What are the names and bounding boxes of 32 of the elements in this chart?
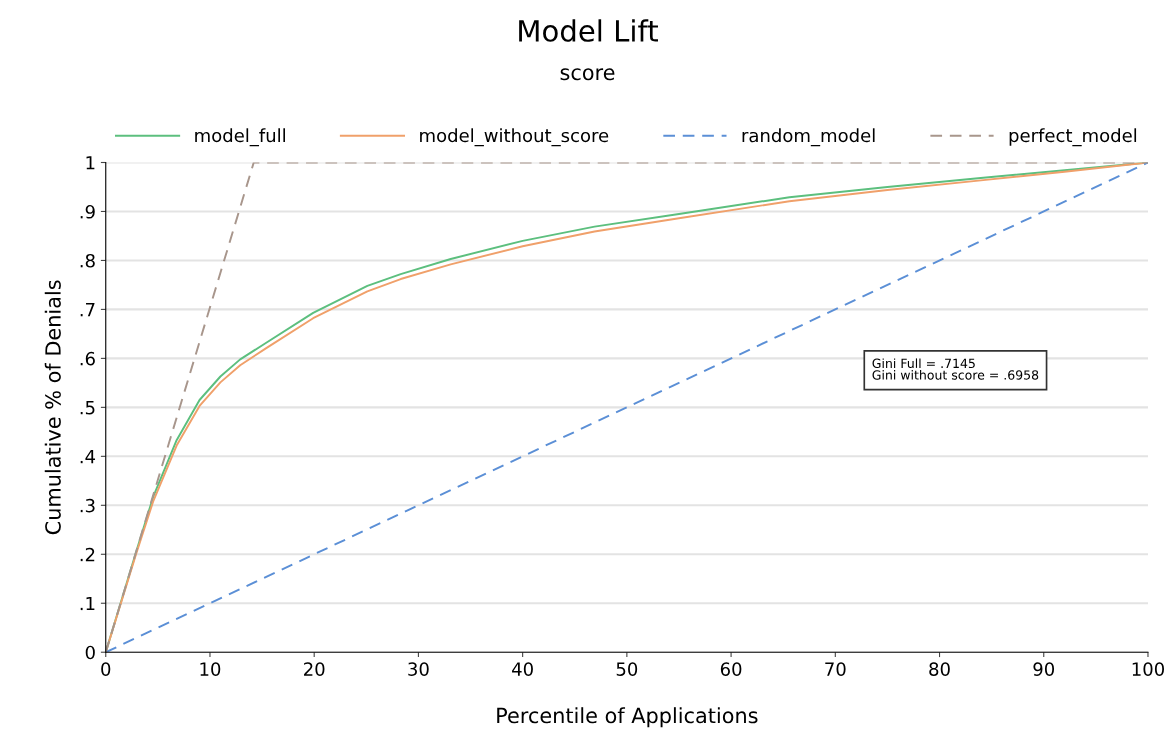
legend-label: model_without_score	[420, 128, 609, 147]
y-tick-label: 1	[86, 156, 95, 170]
y-tick-label: .9	[80, 204, 95, 219]
x-tick-label: 20	[304, 662, 325, 676]
x-tick-label: 60	[720, 662, 742, 676]
annotation: Gini Full = .7145 Gini without score = .6958	[872, 358, 1039, 380]
y-tick-label: 0	[85, 645, 95, 660]
x-tick-label: 70	[825, 662, 846, 676]
y-tick-label: .8	[80, 253, 95, 268]
y-tick-label: .2	[80, 547, 95, 562]
x-tick-label: 90	[1033, 662, 1055, 676]
y-tick-label: .5	[80, 401, 95, 415]
x-tick-label: 10	[200, 662, 221, 676]
y-tick-label: .7	[80, 303, 95, 317]
legend-label: random_model	[742, 128, 875, 147]
chart-subtitle: score	[560, 68, 615, 81]
legend-label: perfect_model	[1009, 128, 1137, 147]
y-tick-label: .3	[80, 498, 95, 513]
chart-title: Model Lift	[519, 19, 658, 42]
x-tick-label: 0	[101, 662, 111, 676]
line-series	[105, 162, 1148, 653]
legend-label: model_full	[195, 128, 285, 147]
x-tick-label: 50	[616, 662, 638, 676]
x-tick-label: 30	[408, 662, 429, 676]
x-tick-label: 80	[929, 662, 950, 676]
y-tick-label: .1	[80, 596, 95, 611]
x-axis-title: Percentile of Applications	[497, 707, 758, 728]
x-tick-label: 100	[1132, 662, 1165, 676]
x-tick-label: 40	[512, 662, 533, 676]
y-tick-label: .6	[80, 351, 95, 366]
y-tick-label: .4	[80, 450, 96, 464]
y-axis-title: Cumulative % of Denials	[44, 280, 61, 535]
